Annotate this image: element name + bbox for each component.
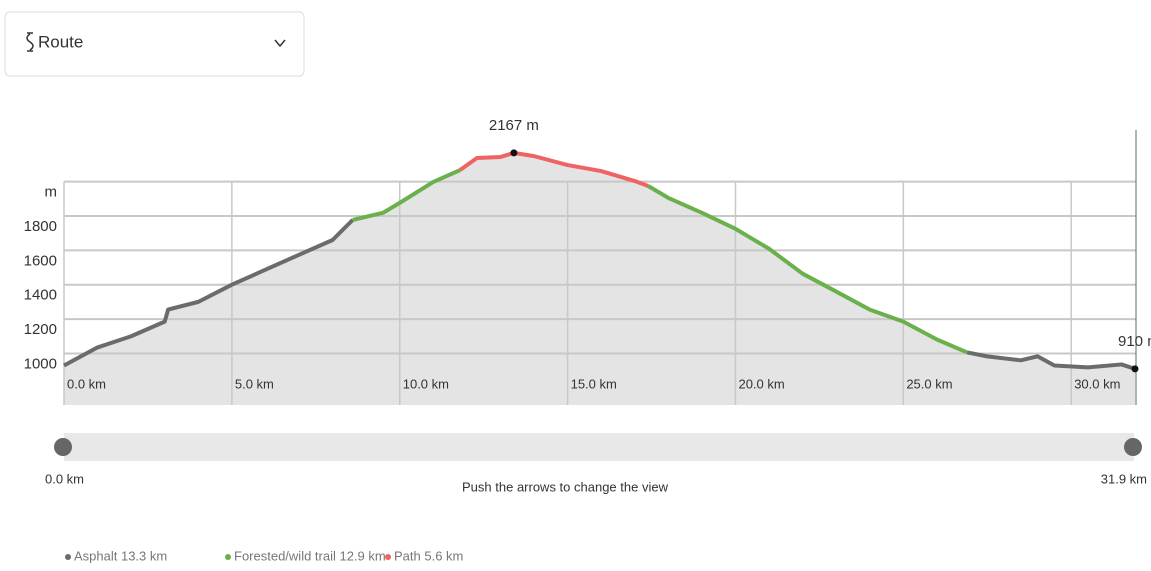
legend-dot — [65, 554, 71, 560]
legend-item: Asphalt 13.3 km — [65, 548, 167, 563]
slider-start-label: 0.0 km — [45, 471, 84, 486]
slider-track — [64, 433, 1134, 461]
y-tick-label: 1600 — [24, 252, 57, 269]
dropdown-box[interactable] — [4, 11, 305, 77]
y-tick-label: m — [45, 184, 58, 201]
elevation-chart: 1000 1200 1400 1600 1800 m 0.0 km 5.0 km 10.0 km… — [24, 117, 1151, 405]
legend-dot — [385, 554, 391, 560]
x-tick-label: 30.0 km — [1074, 376, 1120, 391]
y-tick-label: 1000 — [24, 355, 57, 372]
x-tick-label: 5.0 km — [235, 376, 274, 391]
annotation-marker — [1131, 365, 1139, 373]
x-tick-label: 10.0 km — [403, 376, 449, 391]
x-tick-label: 15.0 km — [571, 376, 617, 391]
annotation-label: 2167 m — [489, 117, 539, 134]
annotation-label: 910 m — [1118, 333, 1151, 350]
slider-end-label: 31.9 km — [1101, 471, 1147, 486]
elevation-line — [63, 218, 1136, 371]
y-tick-label: 1200 — [24, 321, 57, 338]
chevron — [274, 39, 286, 48]
x-tick-label: 0.0 km — [67, 376, 106, 391]
x-tick-label: 20.0 km — [738, 376, 784, 391]
route-dropdown[interactable]: Route — [4, 11, 305, 77]
y-tick-label: 1400 — [24, 287, 57, 304]
legend-label: Path 5.6 km — [394, 548, 463, 563]
y-tick-label: 1800 — [24, 218, 57, 235]
slider-handle[interactable] — [54, 438, 72, 456]
legend-dot — [225, 554, 231, 560]
range-slider: 0.0 km 31.9 km Push the arrows to change… — [45, 433, 1147, 494]
slider-handle[interactable] — [1124, 438, 1142, 456]
slider-hint: Push the arrows to change the view — [462, 479, 669, 494]
legend-label: Asphalt 13.3 km — [74, 548, 167, 563]
dropdown-label: Route — [38, 32, 83, 51]
x-tick-label: 25.0 km — [906, 376, 952, 391]
legend-label: Forested/wild trail 12.9 km — [234, 548, 386, 563]
elevation-line — [352, 168, 968, 355]
annotation-marker — [510, 149, 518, 157]
legend-item: Forested/wild trail 12.9 km — [225, 548, 386, 563]
legend-item: Path 5.6 km — [385, 548, 463, 563]
route-icon — [26, 32, 34, 52]
elevation-area — [64, 152, 1135, 405]
elevation-line — [459, 150, 649, 188]
